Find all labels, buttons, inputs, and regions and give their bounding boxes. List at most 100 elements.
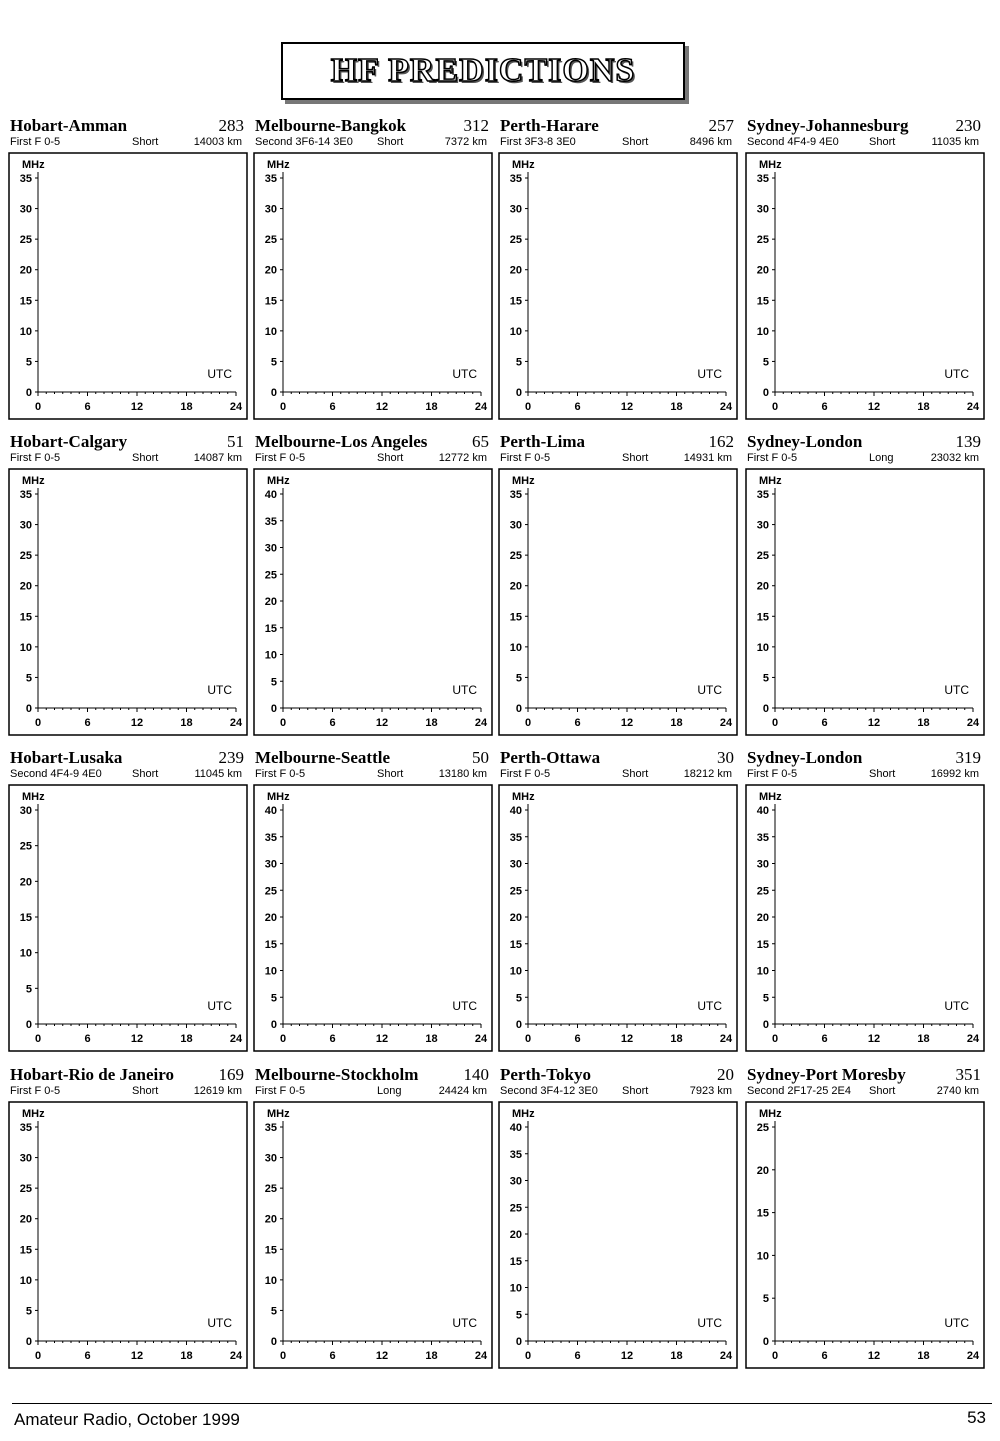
- y-tick-label: 30: [757, 520, 769, 532]
- y-tick-label: 25: [757, 885, 769, 897]
- y-tick-label: 5: [271, 356, 277, 368]
- y-tick-label: 30: [757, 204, 769, 216]
- x-tick-label: 6: [574, 717, 580, 729]
- y-tick-label: 25: [265, 569, 277, 581]
- y-tick-label: 30: [510, 204, 522, 216]
- chart-path: Short: [869, 136, 896, 148]
- y-tick-label: 0: [271, 1019, 277, 1031]
- chart-distance: 14931 km: [683, 452, 732, 464]
- x-axis-label: UTC: [944, 1316, 969, 1330]
- chart-plot: MHz 0 5 10 15 20 25 30 35 0 6 12 18 24 UTC: [8, 1101, 248, 1369]
- y-tick-label: 35: [757, 173, 769, 185]
- chart-title: Perth-Lima: [500, 432, 585, 451]
- chart-title: Hobart-Rio de Janeiro: [10, 1065, 175, 1084]
- chart-plot: MHz 0 5 10 15 20 25 30 35 0 6 12 18 24 UTC: [498, 152, 738, 420]
- y-axis-label: MHz: [759, 791, 782, 803]
- chart-frame: [253, 152, 493, 420]
- y-tick-label: 35: [510, 489, 522, 501]
- x-tick-label: 6: [821, 1350, 827, 1362]
- chart-mode: First F 0-5: [10, 1085, 61, 1097]
- x-tick-label: 6: [329, 1033, 335, 1045]
- y-tick-label: 20: [265, 912, 277, 924]
- y-tick-label: 15: [510, 1256, 522, 1268]
- y-tick-label: 0: [516, 703, 522, 715]
- x-tick-label: 6: [329, 1350, 335, 1362]
- x-tick-label: 0: [525, 401, 531, 413]
- x-tick-label: 12: [621, 1033, 633, 1045]
- x-tick-label: 0: [525, 1350, 531, 1362]
- chart-frame: [253, 1101, 493, 1369]
- y-tick-label: 35: [510, 1149, 522, 1161]
- chart-frame: [745, 784, 985, 1052]
- y-tick-label: 40: [757, 805, 769, 817]
- y-tick-label: 0: [763, 703, 769, 715]
- chart-number: 50: [472, 748, 489, 767]
- x-tick-label: 18: [670, 1033, 682, 1045]
- x-tick-label: 24: [720, 1350, 733, 1362]
- chart-frame: [498, 468, 738, 736]
- chart-path: Short: [377, 768, 404, 780]
- x-tick-label: 6: [821, 717, 827, 729]
- y-tick-label: 15: [757, 1208, 769, 1220]
- y-tick-label: 10: [757, 966, 769, 978]
- x-tick-label: 18: [670, 1350, 682, 1362]
- y-axis-label: MHz: [22, 791, 45, 803]
- x-tick-label: 24: [230, 1033, 243, 1045]
- y-tick-label: 5: [271, 992, 277, 1004]
- y-tick-label: 20: [757, 265, 769, 277]
- x-tick-label: 6: [329, 717, 335, 729]
- chart-plot: MHz 0 5 10 15 20 25 30 35 40 0 6 12 18 24 UTC: [498, 1101, 738, 1369]
- footer-publication: Amateur Radio, October 1999: [14, 1410, 240, 1429]
- y-tick-label: 0: [26, 1336, 32, 1348]
- y-tick-label: 25: [757, 550, 769, 562]
- chart-number: 239: [218, 748, 245, 767]
- y-axis-label: MHz: [22, 475, 45, 487]
- y-tick-label: 25: [20, 841, 32, 853]
- y-tick-label: 30: [20, 204, 32, 216]
- chart-mode: First F 0-5: [255, 452, 306, 464]
- x-tick-label: 24: [967, 717, 980, 729]
- y-tick-label: 10: [757, 1250, 769, 1262]
- chart-mode: First F 0-5: [255, 1085, 306, 1097]
- x-tick-label: 18: [917, 1350, 929, 1362]
- chart-title: Hobart-Calgary: [10, 432, 128, 451]
- y-tick-label: 10: [20, 948, 32, 960]
- chart-mode: First F 0-5: [500, 452, 551, 464]
- chart-distance: 24424 km: [438, 1085, 487, 1097]
- chart-distance: 7923 km: [689, 1085, 732, 1097]
- y-tick-label: 10: [510, 326, 522, 338]
- x-tick-label: 18: [180, 401, 192, 413]
- y-tick-label: 10: [265, 326, 277, 338]
- x-tick-label: 0: [280, 401, 286, 413]
- x-tick-label: 12: [621, 401, 633, 413]
- chart-frame: [8, 468, 248, 736]
- y-tick-label: 35: [757, 832, 769, 844]
- chart-number: 351: [955, 1065, 982, 1084]
- chart-frame: [745, 1101, 985, 1369]
- y-tick-label: 0: [271, 703, 277, 715]
- y-tick-label: 5: [271, 1305, 277, 1317]
- x-tick-label: 24: [230, 401, 243, 413]
- y-tick-label: 0: [763, 1336, 769, 1348]
- x-tick-label: 24: [720, 717, 733, 729]
- y-tick-label: 20: [20, 1214, 32, 1226]
- x-axis-label: UTC: [207, 683, 232, 697]
- x-tick-label: 12: [131, 1350, 143, 1362]
- y-tick-label: 25: [265, 234, 277, 246]
- chart-distance: 12772 km: [438, 452, 487, 464]
- x-axis-label: UTC: [944, 999, 969, 1013]
- chart-path: Short: [132, 1085, 159, 1097]
- chart-plot: MHz 0 5 10 15 20 25 30 35 0 6 12 18 24 UTC: [745, 152, 985, 420]
- chart-distance: 18212 km: [683, 768, 732, 780]
- x-tick-label: 24: [230, 717, 243, 729]
- x-tick-label: 6: [84, 401, 90, 413]
- y-tick-label: 10: [757, 326, 769, 338]
- y-tick-label: 5: [763, 356, 769, 368]
- chart-number: 162: [708, 432, 735, 451]
- y-tick-label: 15: [265, 939, 277, 951]
- x-tick-label: 24: [967, 1033, 980, 1045]
- chart-distance: 14003 km: [193, 136, 242, 148]
- y-tick-label: 25: [510, 234, 522, 246]
- x-tick-label: 18: [425, 1033, 437, 1045]
- y-tick-label: 25: [265, 1183, 277, 1195]
